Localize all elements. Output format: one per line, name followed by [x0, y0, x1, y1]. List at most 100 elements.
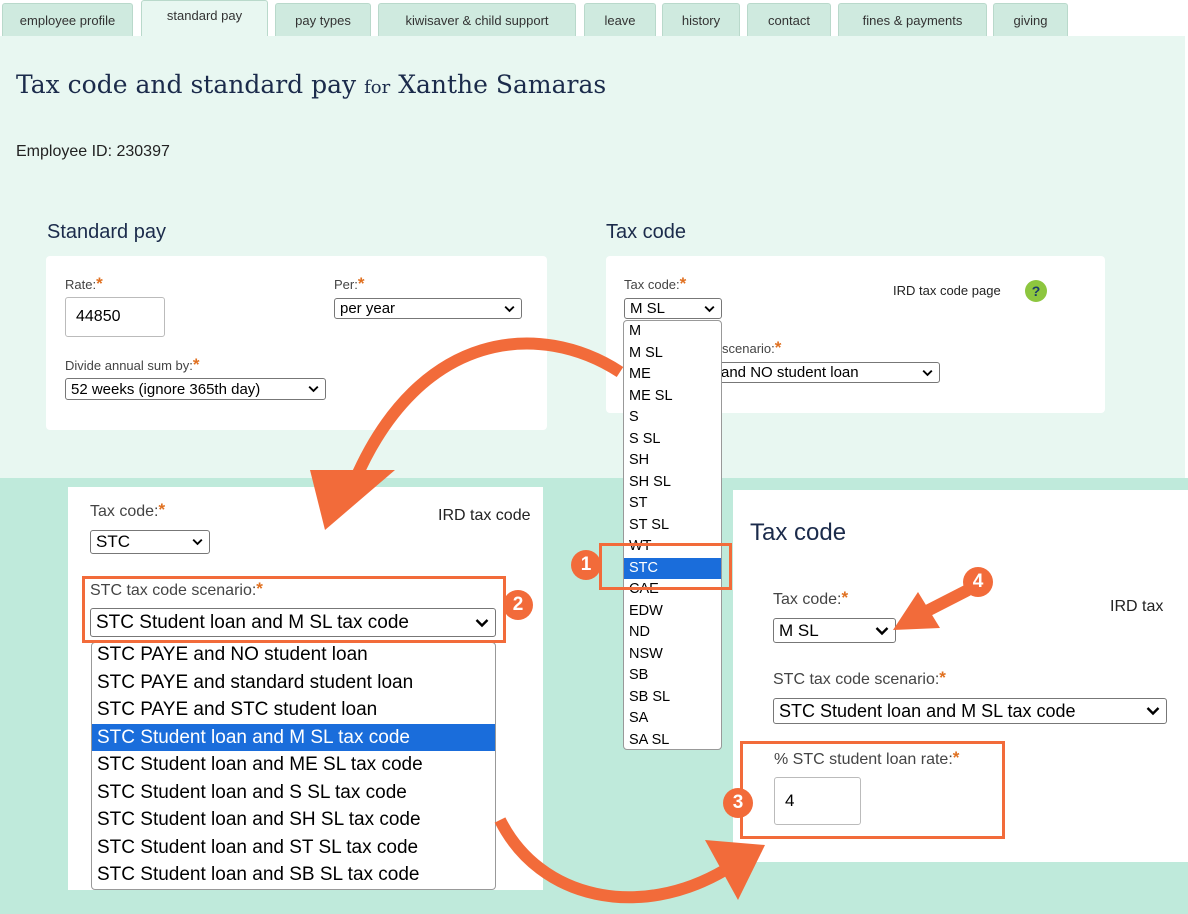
dropdown-option[interactable]: STC PAYE and STC student loan [97, 699, 378, 720]
help-icon[interactable]: ? [1025, 280, 1047, 302]
tab[interactable]: kiwisaver & child support [378, 3, 576, 36]
tab[interactable]: history [662, 3, 740, 36]
dropdown-option[interactable]: S [629, 409, 639, 425]
field-label: Rate:* [65, 274, 103, 297]
input-value: 44850 [76, 308, 121, 325]
label-text: Tax code: [773, 591, 842, 608]
chevron [475, 618, 489, 627]
section-heading: Tax code [606, 221, 687, 243]
tab[interactable]: pay types [275, 3, 371, 36]
tab[interactable]: employee profile [2, 3, 133, 36]
label-text: Per: [334, 277, 358, 292]
input-value: 4 [785, 791, 795, 810]
scenario-select[interactable]: STC Student loan and M SL tax code [90, 608, 496, 637]
dropdown-option[interactable]: ST SL [629, 516, 670, 533]
chevron [1146, 707, 1160, 716]
required-marker: * [679, 274, 687, 293]
dropdown-option[interactable]: WT [629, 538, 652, 554]
dropdown-option[interactable]: STC Student loan and M SL tax code [92, 723, 495, 751]
ird-link[interactable]: IRD tax code page [893, 283, 1001, 298]
ird-link[interactable]: IRD tax [1110, 598, 1164, 615]
title-text: Tax code and standard pay [16, 70, 357, 99]
title-for: for [364, 77, 391, 98]
section-heading: Standard pay [47, 221, 166, 243]
tax-code-select[interactable]: STC [90, 530, 210, 554]
dropdown-option[interactable]: SA SL [629, 731, 670, 748]
label-text: STC tax code scenario: [90, 582, 257, 599]
label-text: Rate: [65, 277, 97, 292]
dropdown-option[interactable]: ND [629, 624, 650, 640]
tab[interactable]: giving [993, 3, 1068, 36]
employee-name: Xanthe Samaras [398, 70, 607, 99]
tab[interactable]: fines & payments [838, 3, 987, 36]
dropdown-option[interactable]: NSW [629, 645, 663, 662]
tab[interactable]: leave [584, 3, 656, 36]
required-marker: * [774, 338, 782, 357]
dropdown-option[interactable]: STC Student loan and S SL tax code [97, 781, 407, 803]
step-badge: 3 [723, 788, 753, 818]
tax-code-select[interactable]: M SL [773, 618, 896, 643]
dropdown-option[interactable]: STC Student loan and SB SL tax code [97, 864, 420, 885]
field-label: Tax code:* [624, 274, 687, 297]
dropdown-option[interactable]: M [629, 323, 642, 339]
dropdown-option[interactable]: ME [629, 366, 651, 382]
chevron [875, 626, 889, 635]
required-marker: * [357, 274, 365, 293]
label-text: % STC student loan rate: [774, 751, 953, 768]
field-label: Tax code:* [90, 500, 166, 523]
dropdown-option[interactable]: SB [629, 667, 649, 683]
select-value: STC Student loan and M SL tax code [96, 611, 409, 633]
ird-link[interactable]: IRD tax code [438, 507, 531, 524]
arrowhead [310, 470, 395, 530]
dropdown-option[interactable]: STC PAYE and NO student loan [97, 644, 368, 665]
arrowhead [705, 840, 765, 900]
chevron [704, 305, 715, 312]
required-marker: * [952, 748, 960, 767]
select-value: and NO student loan [721, 364, 859, 381]
chevron [308, 385, 319, 393]
required-marker: * [96, 274, 103, 293]
select-value: STC Student loan and M SL tax code [779, 700, 1076, 721]
dropdown-option[interactable]: ST [629, 495, 648, 511]
per-select[interactable]: per year [334, 298, 522, 319]
scenario-select[interactable]: STC Student loan and M SL tax code [773, 698, 1167, 724]
select-value: M SL [779, 620, 819, 640]
dropdown-option[interactable]: SH SL [629, 473, 671, 490]
divide-select[interactable]: 52 weeks (ignore 365th day) [65, 378, 326, 400]
dropdown-option[interactable]: SA [629, 710, 649, 726]
select-value: 52 weeks (ignore 365th day) [71, 380, 261, 398]
section-heading: Tax code [750, 519, 847, 546]
dropdown-option[interactable]: SH [629, 452, 650, 468]
dropdown-option[interactable]: STC Student loan and ME SL tax code [97, 754, 423, 775]
dropdown-option[interactable]: STC Student loan and ST SL tax code [97, 836, 419, 858]
field-label: Per:* [334, 274, 365, 297]
chevron [504, 305, 515, 312]
field-label: scenario:* [722, 338, 782, 361]
rate-input[interactable]: 4 [774, 777, 861, 825]
dropdown-option[interactable]: STC Student loan and SH SL tax code [97, 809, 421, 830]
dropdown-option[interactable]: M SL [629, 344, 663, 361]
arrowhead [893, 592, 940, 630]
straight-arrow [922, 584, 971, 618]
tab[interactable]: standard pay [141, 0, 268, 37]
dropdown-option[interactable]: SB SL [629, 688, 671, 705]
dropdown-option[interactable]: ME SL [629, 387, 673, 404]
curved-arrow [494, 817, 729, 904]
dropdown-option[interactable]: STC PAYE and standard student loan [97, 671, 414, 693]
scenario-select[interactable]: and NO student loan [700, 362, 940, 383]
field-label: % STC student loan rate:* [774, 748, 960, 771]
label-text: Tax code: [90, 503, 159, 520]
label-text: Tax code: [624, 277, 680, 292]
dropdown-option[interactable]: S SL [629, 430, 661, 447]
tax-code-select[interactable]: M SL [624, 298, 722, 319]
required-marker: * [939, 668, 946, 687]
field-label: STC tax code scenario:* [90, 579, 263, 602]
required-marker: * [158, 500, 166, 519]
tab[interactable]: contact [747, 3, 831, 36]
dropdown-option[interactable]: EDW [629, 602, 663, 619]
dropdown-option[interactable]: STC [624, 557, 721, 579]
rate-input[interactable]: 44850 [65, 297, 165, 337]
